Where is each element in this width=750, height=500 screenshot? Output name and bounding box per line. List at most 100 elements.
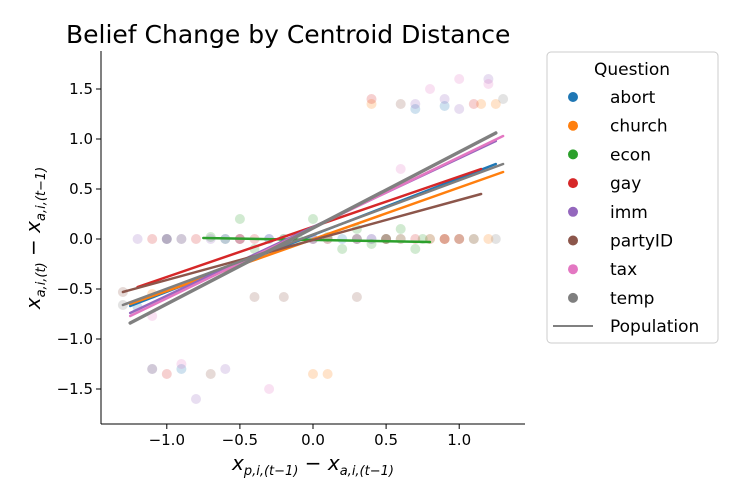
legend-label: abort	[610, 88, 656, 108]
data-point	[366, 234, 377, 244]
legend-item-imm: imm	[568, 203, 648, 223]
data-point	[176, 234, 187, 244]
data-point	[205, 369, 216, 379]
data-point	[483, 79, 494, 89]
data-point	[410, 104, 421, 114]
legend-label: econ	[610, 145, 651, 165]
legend-item-temp: temp	[568, 289, 654, 309]
data-point	[337, 234, 348, 244]
y-tick-label: 0.5	[69, 180, 93, 198]
legend-marker	[568, 235, 578, 246]
x-tick-label: 1.0	[447, 431, 471, 449]
legend-marker	[568, 292, 578, 303]
chart-title: Belief Change by Centroid Distance	[66, 20, 510, 49]
data-point	[439, 101, 450, 111]
x-tick-label: −0.5	[222, 431, 258, 449]
legend-label: partyID	[610, 232, 673, 252]
data-point	[278, 292, 289, 302]
data-point	[439, 94, 450, 104]
x-tick-label: 0.5	[374, 431, 398, 449]
data-point	[191, 394, 201, 404]
data-point	[191, 234, 201, 244]
legend-population-label: Population	[610, 317, 699, 337]
data-point	[161, 369, 172, 379]
y-tick-label: −1.5	[57, 380, 93, 398]
legend: Question abort church econ gay imm partyID tax…	[546, 51, 719, 344]
y-tick-label: −1.0	[57, 330, 93, 348]
data-point	[176, 364, 187, 374]
data-point	[264, 384, 275, 394]
data-point	[410, 244, 421, 254]
data-point	[498, 94, 509, 104]
data-point	[468, 234, 479, 244]
legend-marker	[568, 206, 578, 217]
legend-item-tax: tax	[568, 260, 637, 280]
data-point	[147, 234, 158, 244]
data-point	[490, 99, 501, 109]
x-tick-label: −1.0	[149, 431, 185, 449]
data-point	[161, 234, 172, 244]
svg-text:xa,i,(t) − xa,i,(t−1): xa,i,(t) − xa,i,(t−1)	[21, 167, 49, 311]
data-point	[454, 234, 465, 244]
data-point	[176, 359, 187, 369]
y-ticks: −1.5 −1.0 −0.5 0.0 0.5 1.0 1.5	[57, 80, 101, 398]
data-point	[132, 234, 143, 244]
legend-marker	[568, 149, 578, 160]
data-point	[439, 234, 450, 244]
data-point	[351, 234, 362, 244]
data-point	[249, 292, 260, 302]
data-point	[308, 214, 318, 224]
legend-marker	[568, 178, 578, 189]
data-point	[410, 99, 421, 109]
data-point	[337, 244, 348, 254]
data-point	[454, 74, 465, 84]
data-point	[351, 292, 362, 302]
y-axis-label: xa,i,(t) − xa,i,(t−1)	[21, 167, 49, 311]
legend-label: tax	[610, 260, 637, 280]
plot-area	[117, 74, 509, 404]
data-point	[395, 224, 406, 234]
data-point	[308, 369, 318, 379]
data-point	[476, 99, 487, 109]
data-point	[220, 364, 231, 374]
data-point	[147, 364, 158, 374]
data-point	[425, 84, 435, 94]
data-point	[483, 234, 494, 244]
fit-line-population	[128, 131, 498, 325]
legend-item-gay: gay	[568, 174, 641, 194]
legend-title: Question	[594, 60, 670, 80]
data-point	[395, 164, 406, 174]
data-point	[454, 234, 465, 244]
y-tick-label: −0.5	[57, 280, 93, 298]
data-point	[439, 234, 450, 244]
legend-frame	[546, 51, 719, 344]
legend-items: abort church econ gay imm partyID tax temp	[568, 88, 673, 309]
data-point	[439, 234, 450, 244]
data-point	[366, 94, 377, 104]
data-point	[234, 214, 245, 224]
data-point	[468, 234, 479, 244]
data-point	[322, 369, 333, 379]
legend-marker	[568, 120, 578, 131]
legend-label: church	[610, 117, 668, 137]
series-tax-points	[147, 74, 494, 394]
svg-text:xp,i,(t−1) − xa,i,(t−1): xp,i,(t−1) − xa,i,(t−1)	[231, 451, 394, 479]
legend-label: temp	[610, 289, 654, 309]
y-tick-label: 0.0	[69, 230, 93, 248]
data-point	[468, 99, 479, 109]
data-point	[366, 99, 377, 109]
legend-label: gay	[610, 174, 641, 194]
legend-marker	[568, 264, 578, 275]
data-point	[161, 234, 172, 244]
data-point	[454, 234, 465, 244]
data-point	[454, 104, 465, 114]
data-point	[161, 234, 172, 244]
legend-item-partyID: partyID	[568, 232, 673, 252]
fit-line-temp	[121, 162, 505, 307]
y-tick-label: 1.0	[69, 130, 93, 148]
x-tick-label: 0.0	[301, 431, 325, 449]
data-point	[490, 234, 501, 244]
fit-line-partyID	[121, 192, 483, 294]
data-point	[483, 74, 494, 84]
